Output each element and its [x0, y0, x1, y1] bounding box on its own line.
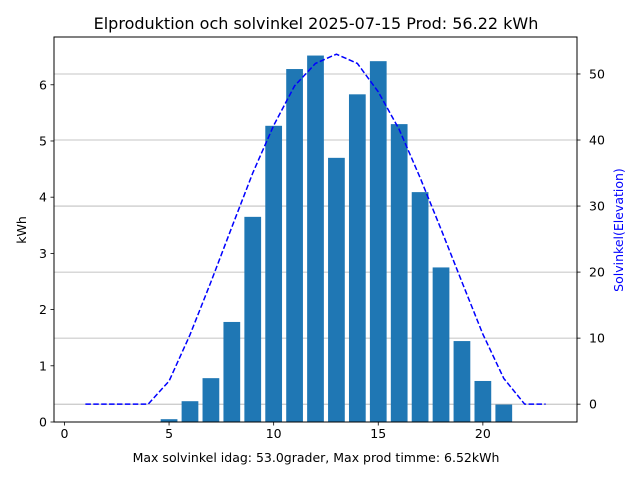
bar	[474, 380, 492, 422]
y-tick-label: 6	[39, 77, 47, 92]
bar	[411, 192, 429, 422]
y-tick-label: 0	[39, 415, 47, 430]
plot-frame	[53, 36, 578, 423]
bar	[223, 321, 241, 422]
y2-tick-label: 40	[589, 133, 605, 148]
bar	[265, 125, 283, 422]
y2-tick-label: 50	[589, 66, 605, 81]
bar	[453, 341, 471, 422]
y2-tick-label: 10	[589, 331, 605, 346]
x-tick-label: 5	[165, 426, 173, 441]
bar	[390, 124, 408, 422]
bar	[328, 157, 345, 422]
x-tick-label: 10	[266, 426, 282, 441]
bar	[432, 267, 450, 422]
elevation-line	[85, 53, 546, 405]
y2-tick-label: 20	[589, 265, 605, 280]
y-tick-label: 4	[39, 190, 47, 205]
y2-tick-label: 30	[589, 199, 605, 214]
elevation-series	[85, 53, 546, 405]
x-tick-label: 15	[370, 426, 386, 441]
bar-series	[160, 55, 513, 423]
y-tick-label: 3	[39, 246, 47, 261]
y-tick-label: 1	[39, 358, 47, 373]
bar	[244, 216, 262, 422]
chart-title: Elproduktion och solvinkel 2025-07-15 Pr…	[94, 14, 539, 33]
axis-ticks: 0 5 10 15 20 0 1 2 3 4 5 6 0 10 20 30 40 50	[39, 66, 605, 441]
bar	[495, 404, 513, 422]
bar	[160, 419, 178, 422]
y-tick-label: 2	[39, 302, 47, 317]
x-axis-label: Max solvinkel idag: 53.0grader, Max prod…	[133, 450, 500, 465]
x-tick-label: 20	[475, 426, 491, 441]
y2-axis-label: Solvinkel(Elevation)	[611, 168, 626, 292]
bar	[369, 61, 387, 423]
bar	[202, 378, 220, 422]
bar	[307, 55, 324, 422]
x-tick-label: 0	[60, 426, 68, 441]
bar	[181, 401, 199, 422]
bar	[348, 94, 366, 423]
y-axis-label: kWh	[14, 216, 29, 244]
bar	[286, 69, 303, 422]
y-tick-label: 5	[39, 133, 47, 148]
y2-tick-label: 0	[589, 397, 597, 412]
